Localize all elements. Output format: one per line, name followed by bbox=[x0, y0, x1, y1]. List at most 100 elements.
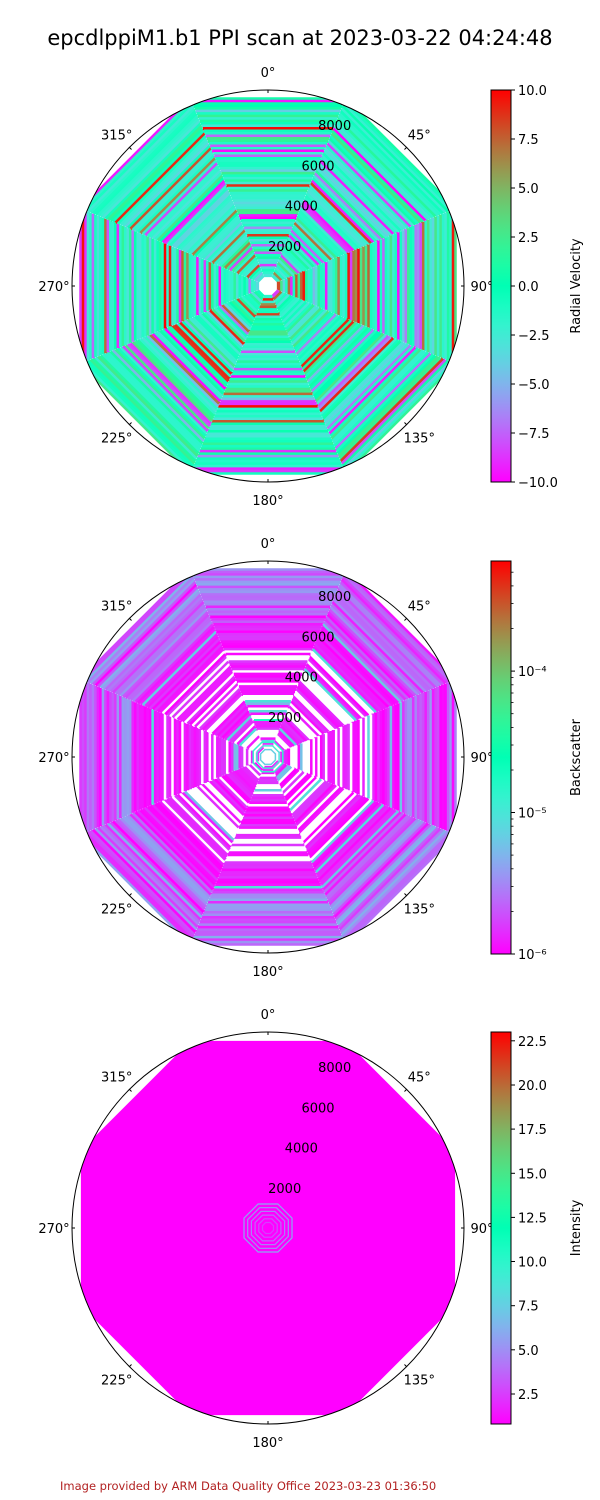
range-gate bbox=[156, 174, 224, 242]
range-gate bbox=[292, 781, 332, 821]
range-gate bbox=[94, 356, 198, 460]
range-gate bbox=[275, 764, 290, 779]
range-gate bbox=[129, 618, 213, 702]
range-gate bbox=[141, 630, 218, 707]
range-gate bbox=[315, 638, 387, 710]
range-gate bbox=[317, 335, 392, 410]
range-gate bbox=[281, 299, 305, 323]
colorbar-tick-label: 12.5 bbox=[518, 1211, 547, 1226]
range-gate bbox=[278, 256, 298, 276]
range-gate bbox=[308, 326, 370, 388]
polar-panel-1: 0° 45° 90° 135° 180° 225° 270° 315° 2000 4000 6000… bbox=[38, 66, 584, 509]
range-gate bbox=[253, 290, 264, 301]
range-gate bbox=[236, 768, 257, 789]
range-gate bbox=[201, 219, 243, 261]
scan-data bbox=[79, 568, 457, 946]
range-gate bbox=[129, 812, 213, 896]
angle-tick bbox=[129, 893, 132, 896]
range-gate bbox=[315, 804, 387, 876]
range-gate bbox=[326, 140, 414, 228]
range-gate bbox=[169, 796, 229, 856]
range-gate bbox=[274, 266, 288, 280]
range-gate bbox=[154, 802, 223, 871]
colorbar-tick-label: 2.5 bbox=[518, 231, 539, 246]
range-gate bbox=[344, 833, 457, 946]
colorbar-tick-label: 7.5 bbox=[518, 1300, 539, 1315]
range-gate bbox=[343, 571, 454, 682]
angle-tick bbox=[404, 147, 407, 150]
range-gate bbox=[156, 645, 224, 713]
range-gate bbox=[174, 192, 231, 249]
range-gate bbox=[159, 648, 225, 714]
range-gate bbox=[280, 251, 303, 274]
range-gate bbox=[337, 826, 439, 928]
range-gate bbox=[226, 244, 253, 271]
angle-tick-label: 180° bbox=[252, 1436, 283, 1451]
range-gate bbox=[176, 665, 232, 721]
range-gate bbox=[231, 299, 255, 323]
range-gate bbox=[241, 295, 259, 313]
range-gate bbox=[151, 169, 222, 240]
range-gate bbox=[228, 771, 254, 797]
range-gate bbox=[117, 135, 208, 226]
range-gate bbox=[246, 735, 261, 750]
range-gate bbox=[334, 352, 432, 450]
angle-tick-label: 315° bbox=[101, 600, 132, 615]
range-gate bbox=[122, 140, 210, 228]
range-gate bbox=[136, 338, 216, 418]
range-gate bbox=[331, 127, 427, 223]
range-gate bbox=[320, 625, 400, 705]
range-gate bbox=[201, 311, 243, 353]
range-gate bbox=[126, 144, 212, 230]
range-gate bbox=[327, 608, 417, 698]
range-gate bbox=[299, 678, 347, 726]
range-gate bbox=[334, 122, 432, 220]
range-gate bbox=[335, 591, 434, 690]
range-gate bbox=[283, 301, 310, 328]
range-gate bbox=[144, 633, 219, 708]
range-gate bbox=[209, 227, 246, 264]
colorbar-tick-label: 0.0 bbox=[518, 280, 539, 295]
range-gate bbox=[321, 152, 402, 233]
range-gate bbox=[303, 197, 357, 251]
range-gate bbox=[304, 665, 360, 721]
range-gate bbox=[324, 342, 410, 428]
scan-data bbox=[80, 1040, 456, 1416]
angle-tick-label: 90° bbox=[470, 1222, 493, 1237]
radial-tick-label: 2000 bbox=[268, 240, 301, 255]
angle-tick-label: 135° bbox=[404, 902, 435, 917]
angle-tick bbox=[129, 1089, 132, 1092]
intensity-core bbox=[258, 1218, 278, 1238]
range-gate bbox=[141, 159, 218, 236]
angle-tick-label: 0° bbox=[261, 1008, 276, 1023]
range-gate bbox=[313, 331, 382, 400]
range-gate bbox=[322, 620, 405, 703]
angle-tick-label: 45° bbox=[408, 129, 431, 144]
range-gate bbox=[146, 805, 220, 879]
range-gate bbox=[122, 815, 210, 903]
range-gate bbox=[191, 680, 239, 728]
range-gate bbox=[289, 700, 325, 736]
range-gate bbox=[92, 581, 197, 686]
range-gate bbox=[318, 336, 395, 413]
range-gate bbox=[287, 305, 320, 338]
range-gate bbox=[131, 149, 214, 232]
range-gate bbox=[302, 670, 355, 723]
range-gate bbox=[204, 693, 244, 733]
range-gate bbox=[149, 333, 221, 405]
colorbar-tick-label: −5.0 bbox=[518, 378, 550, 393]
range-gate bbox=[341, 105, 449, 213]
colorbar-gradient bbox=[490, 1031, 512, 1425]
range-gate bbox=[329, 132, 422, 225]
range-gate bbox=[278, 727, 298, 747]
range-gate bbox=[328, 817, 419, 908]
range-gate bbox=[344, 568, 457, 681]
range-gate bbox=[97, 826, 199, 928]
range-gate bbox=[326, 344, 414, 432]
range-gate bbox=[206, 224, 245, 263]
angle-tick-label: 270° bbox=[38, 280, 69, 295]
range-gate bbox=[310, 179, 375, 244]
range-gate bbox=[169, 658, 229, 718]
range-gate bbox=[134, 152, 215, 233]
angle-tick-label: 90° bbox=[470, 751, 493, 766]
